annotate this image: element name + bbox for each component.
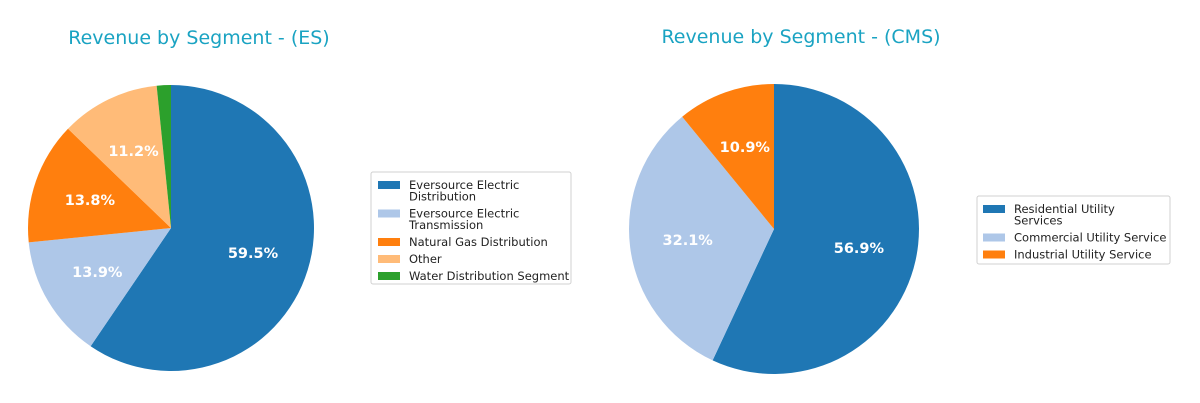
pie-slice-residential-utility-services	[712, 84, 919, 374]
slice-percent-label: 56.9%	[834, 241, 885, 257]
legend-label: Eversource Electric	[409, 178, 519, 192]
legend-es: Eversource ElectricDistributionEversourc…	[370, 171, 572, 285]
chart-cms: Revenue by Segment - (CMS) 56.9% 32.1% 10.…	[628, 26, 1171, 374]
legend-swatch	[983, 233, 1005, 242]
legend-swatch	[378, 255, 400, 263]
pie-slice-water-distribution-segment	[156, 85, 171, 228]
slice-percent-label: 10.9%	[720, 140, 771, 156]
slice-percent-label: 13.9%	[72, 265, 123, 281]
legend-label: Residential Utility	[1014, 202, 1115, 216]
legend-label: Other	[409, 252, 442, 266]
pie-slice-eversource-electric-distribution	[90, 84, 315, 371]
pie-slice-commercial-utility-service	[628, 116, 774, 361]
legend-swatch	[378, 238, 400, 246]
legend-frame-es	[370, 171, 572, 285]
legend-label: Water Distribution Segment	[409, 269, 570, 283]
legend-label: Services	[1014, 214, 1063, 228]
pie-slice-eversource-electric-transmission	[28, 228, 171, 347]
legend-swatch	[378, 272, 400, 280]
legend-label: Commercial Utility Service	[1014, 231, 1166, 245]
slice-percent-label: 59.5%	[228, 246, 279, 262]
legend-swatch	[378, 209, 400, 218]
pie-es: 59.5% 13.9% 13.8% 11.2%	[27, 84, 315, 371]
legend-label: Eversource Electric	[409, 207, 519, 221]
legend-swatch	[983, 205, 1005, 213]
pie-slice-natural-gas-distribution	[27, 128, 171, 243]
chart-es: Revenue by Segment - (ES) 59.5% 13.9% 13.8…	[27, 27, 572, 371]
legend-label: Distribution	[409, 190, 476, 204]
pie-slice-industrial-utility-service	[682, 84, 774, 229]
legend-label: Industrial Utility Service	[1014, 248, 1152, 262]
slice-percent-label: 11.2%	[108, 144, 159, 160]
chart-title-es: Revenue by Segment - (ES)	[68, 27, 329, 49]
legend-label: Natural Gas Distribution	[409, 235, 548, 249]
pie-slice-other	[68, 85, 171, 228]
slice-percent-label: 13.8%	[65, 193, 116, 209]
pie-cms: 56.9% 32.1% 10.9%	[628, 84, 919, 374]
legend-swatch	[983, 250, 1005, 259]
legend-label: Transmission	[408, 218, 483, 232]
chart-title-cms: Revenue by Segment - (CMS)	[661, 26, 940, 48]
legend-entries-es: Eversource ElectricDistributionEversourc…	[378, 178, 570, 283]
legend-swatch	[378, 181, 400, 189]
legend-frame-cms	[976, 195, 1171, 265]
slice-percent-label: 32.1%	[663, 233, 714, 249]
